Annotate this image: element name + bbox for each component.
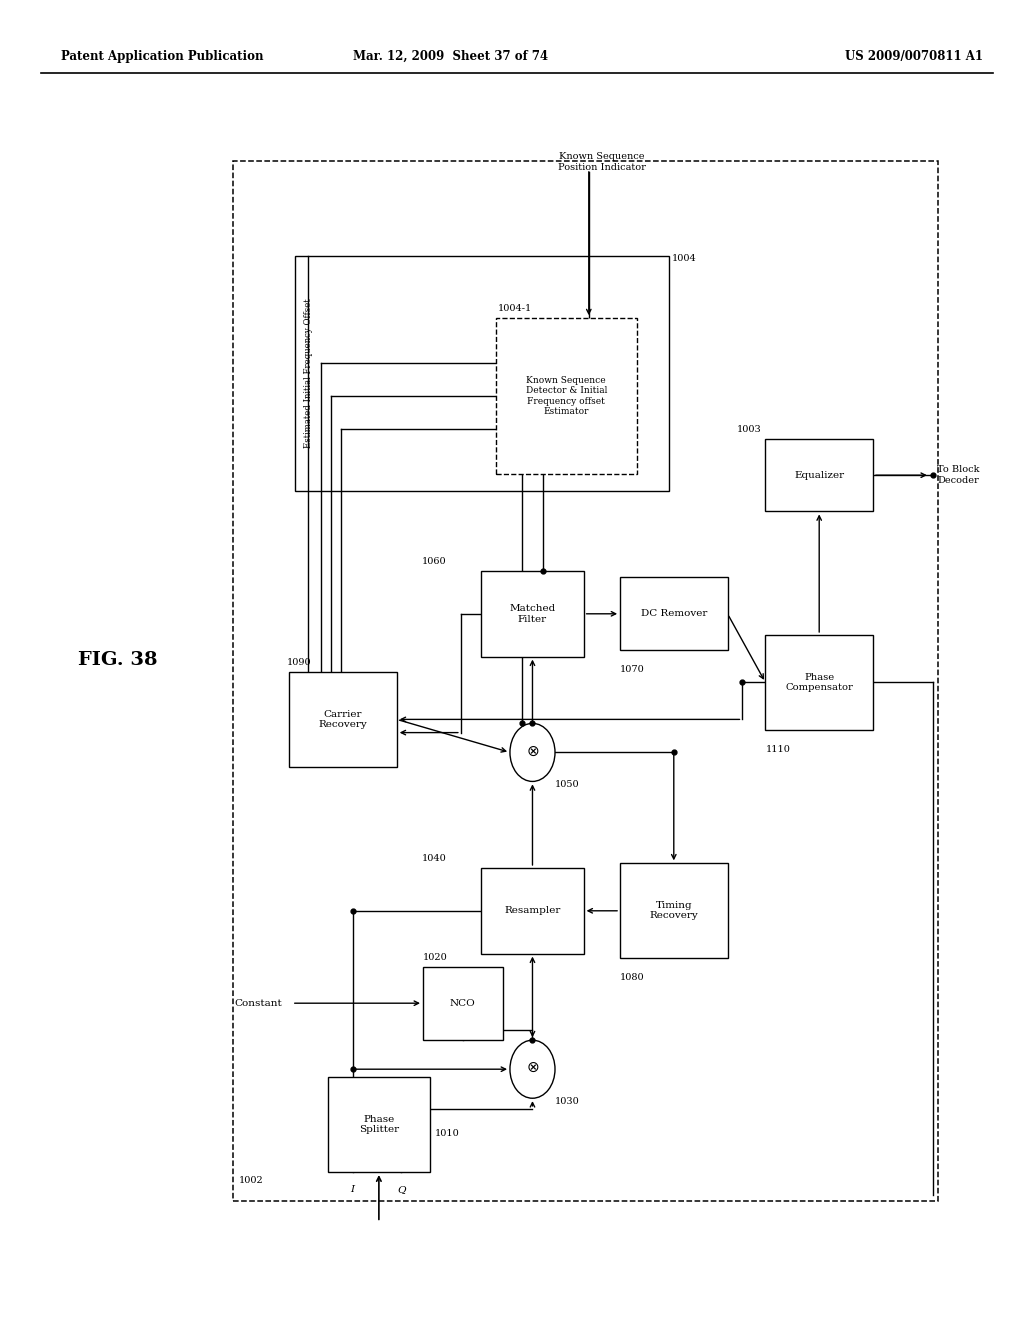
Text: DC Remover: DC Remover [641,610,707,618]
Text: Phase
Splitter: Phase Splitter [358,1115,399,1134]
Text: Mar. 12, 2009  Sheet 37 of 74: Mar. 12, 2009 Sheet 37 of 74 [353,50,548,63]
Text: 1090: 1090 [287,657,312,667]
Text: 1030: 1030 [555,1097,580,1106]
Text: $\otimes$: $\otimes$ [525,743,540,759]
Text: Carrier
Recovery: Carrier Recovery [318,710,368,729]
Text: Resampler: Resampler [504,907,561,915]
Text: I: I [350,1185,354,1195]
Bar [481,570,584,656]
Text: Known Sequence
Position Indicator: Known Sequence Position Indicator [558,152,646,172]
Circle shape [510,1040,555,1098]
Text: 1060: 1060 [422,557,446,565]
Text: 1003: 1003 [737,425,762,433]
Text: 1070: 1070 [621,665,645,673]
Text: To Block
Decoder: To Block Decoder [937,466,980,484]
Text: Phase
Compensator: Phase Compensator [785,673,853,692]
Text: 1010: 1010 [435,1129,460,1138]
Text: Q: Q [397,1185,406,1195]
Bar [295,256,669,491]
Bar [423,966,503,1040]
Text: Patent Application Publication: Patent Application Publication [61,50,264,63]
Bar [481,869,584,953]
Text: 1040: 1040 [422,854,446,863]
Text: 1002: 1002 [239,1176,263,1185]
Text: 1080: 1080 [621,973,645,982]
Text: Constant: Constant [234,999,282,1007]
Bar [496,318,637,474]
Bar [290,672,397,767]
Text: Matched
Filter: Matched Filter [509,605,556,623]
Bar [766,635,872,730]
Bar [328,1077,430,1172]
Text: 1020: 1020 [423,953,447,961]
Bar [233,161,938,1201]
Text: Timing
Recovery: Timing Recovery [649,902,698,920]
Bar [766,438,872,511]
Text: NCO: NCO [450,999,476,1007]
Text: 1004-1: 1004-1 [498,304,531,313]
Bar [621,577,727,649]
Text: 1110: 1110 [766,744,791,754]
Text: US 2009/0070811 A1: US 2009/0070811 A1 [845,50,983,63]
Text: 1050: 1050 [555,780,580,789]
Text: Estimated Initial Frequency Offset: Estimated Initial Frequency Offset [304,298,312,449]
Text: Known Sequence
Detector & Initial
Frequency offset
Estimator: Known Sequence Detector & Initial Freque… [525,376,607,416]
Circle shape [510,723,555,781]
Bar [621,863,727,958]
Text: $\otimes$: $\otimes$ [525,1060,540,1076]
Text: 1004: 1004 [672,253,696,263]
Text: FIG. 38: FIG. 38 [78,651,158,669]
Text: Equalizer: Equalizer [795,471,844,479]
